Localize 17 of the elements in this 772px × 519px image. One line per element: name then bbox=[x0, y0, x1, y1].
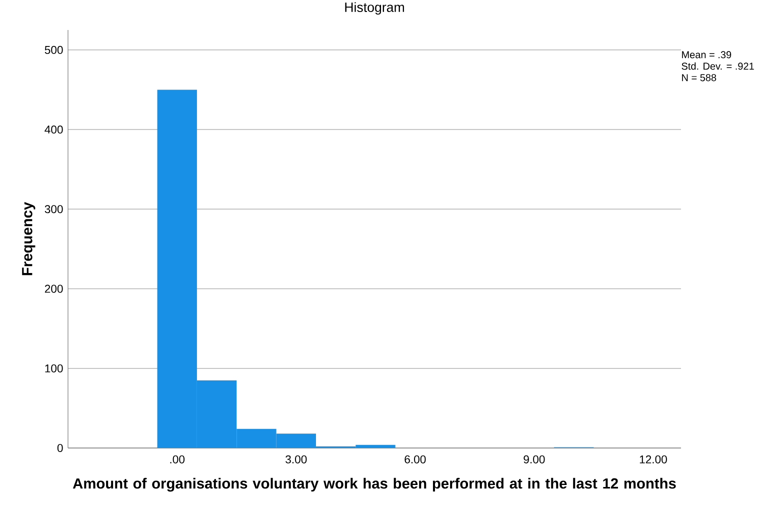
y-tick-label: 300 bbox=[44, 205, 63, 214]
x-axis-title: Amount of organisations voluntary work has been performed at in the last 12 months bbox=[72, 478, 676, 492]
text: Std. Dev. = .921 bbox=[682, 62, 754, 70]
y-tick-label: 0 bbox=[57, 444, 63, 452]
x-tick-label: 3.00 bbox=[286, 455, 307, 464]
x-tick-label: 6.00 bbox=[404, 455, 426, 464]
y-axis-title: Frequency bbox=[22, 202, 36, 276]
x-tick-label: 12.00 bbox=[640, 455, 667, 464]
y-tick-label: 100 bbox=[45, 364, 63, 372]
text: N = 588 bbox=[682, 74, 716, 82]
x-tick-label: 9.00 bbox=[524, 455, 545, 464]
y-tick-label: 400 bbox=[44, 126, 63, 134]
x-tick-label: .00 bbox=[170, 455, 185, 464]
chart-title: Histogram bbox=[345, 2, 404, 15]
y-tick-label: 200 bbox=[44, 284, 63, 293]
text: Mean = .39 bbox=[682, 51, 732, 58]
y-tick-label: 500 bbox=[44, 46, 63, 54]
